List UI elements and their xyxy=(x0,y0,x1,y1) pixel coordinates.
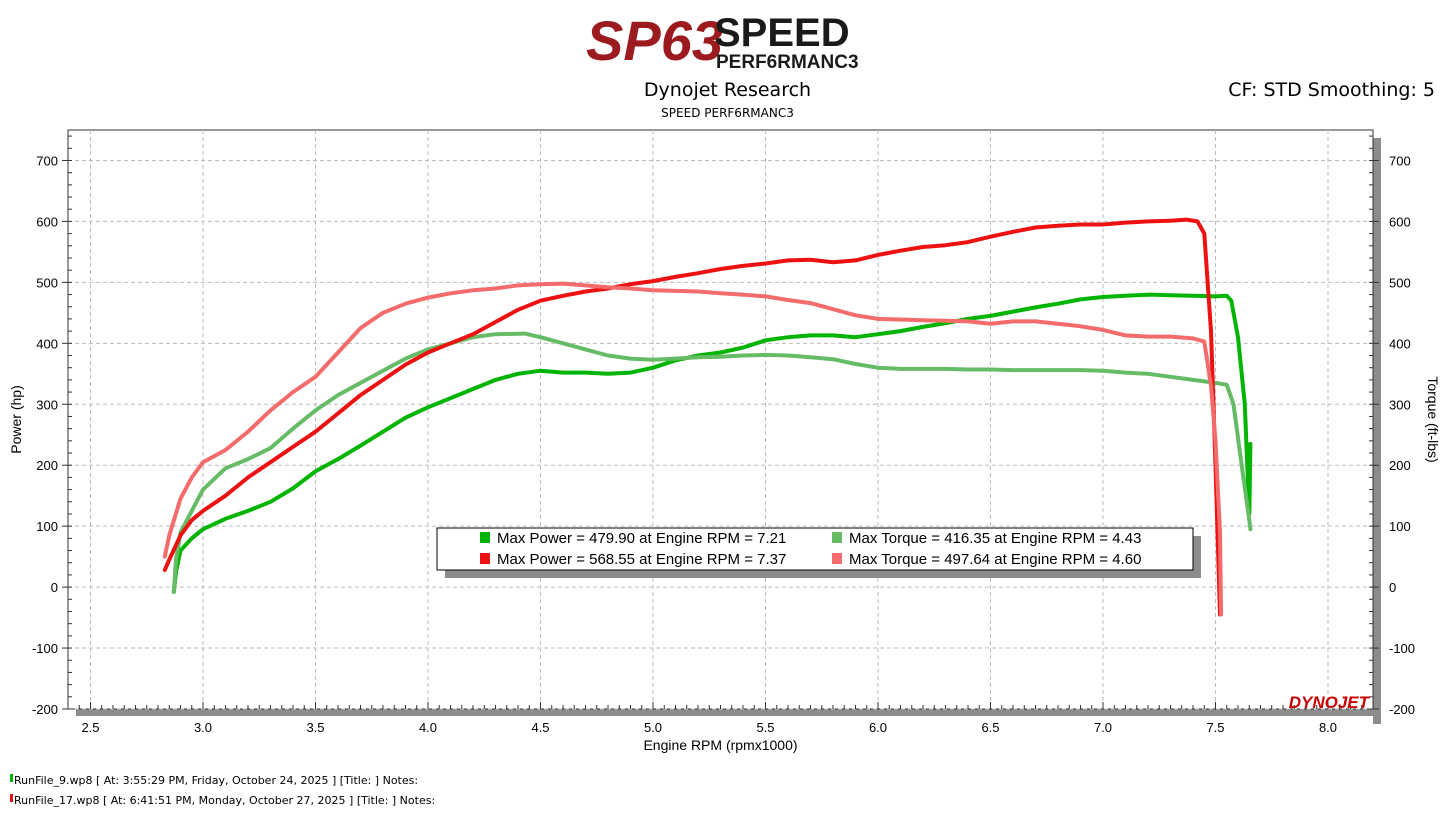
run-file-info: RunFile_9.wp8 [ At: 3:55:29 PM, Friday, … xyxy=(10,774,418,787)
torque-line-run9 xyxy=(171,331,1253,594)
x-tick-label: 8.0 xyxy=(1319,720,1337,735)
x-tick-label: 3.0 xyxy=(194,720,212,735)
x-tick-label: 6.0 xyxy=(869,720,887,735)
y-tick-label-left: 400 xyxy=(36,336,58,351)
y-axis-label-left: Power (hp) xyxy=(8,385,24,453)
y-tick-label-left: 0 xyxy=(51,580,58,595)
legend-swatch xyxy=(480,532,490,543)
legend-swatch xyxy=(480,553,490,564)
power-line-run17 xyxy=(162,217,1224,617)
y-tick-label-left: 300 xyxy=(36,397,58,412)
logo-word-performance: PERF6RMANC3 xyxy=(716,52,859,72)
chart-title: Dynojet Research xyxy=(643,79,812,101)
plot-area xyxy=(67,129,1381,724)
torque-line-run17 xyxy=(162,281,1224,617)
run-file-text: RunFile_9.wp8 [ At: 3:55:29 PM, Friday, … xyxy=(14,774,419,787)
logo-mark: SP63 xyxy=(586,9,723,72)
y-tick-label-right: 200 xyxy=(1389,458,1411,473)
legend-entry: Max Torque = 416.35 at Engine RPM = 4.43 xyxy=(849,530,1141,547)
chart-subtitle: SPEED PERF6RMANC3 xyxy=(661,106,794,120)
run-flag-icon xyxy=(10,794,13,802)
y-tick-label-right: 600 xyxy=(1389,214,1411,229)
y-tick-label-right: 700 xyxy=(1389,153,1411,168)
x-tick-label: 2.5 xyxy=(81,720,99,735)
x-tick-label: 4.0 xyxy=(419,720,437,735)
correction-factor-info: CF: STD Smoothing: 5 xyxy=(1228,79,1435,101)
x-tick-label: 3.5 xyxy=(306,720,324,735)
y-tick-label-left: 700 xyxy=(36,153,58,168)
legend: Max Power = 479.90 at Engine RPM = 7.21 M… xyxy=(436,527,1201,578)
series-lines xyxy=(162,217,1253,617)
x-tick-label: 5.5 xyxy=(756,720,774,735)
run-file-info: RunFile_17.wp8 [ At: 6:41:51 PM, Monday,… xyxy=(10,794,435,807)
x-tick-label: 7.0 xyxy=(1094,720,1112,735)
legend-box xyxy=(436,527,1194,571)
run-file-text: RunFile_17.wp8 [ At: 6:41:51 PM, Monday,… xyxy=(14,794,436,807)
y-tick-label-left: 200 xyxy=(36,458,58,473)
legend-entry: Max Power = 568.55 at Engine RPM = 7.37 xyxy=(497,551,786,568)
power-line-run9 xyxy=(171,292,1253,594)
y-tick-label-right: 300 xyxy=(1389,397,1411,412)
legend-entry: Max Power = 479.90 at Engine RPM = 7.21 xyxy=(497,530,786,547)
y-tick-label-left: 500 xyxy=(36,275,58,290)
y-tick-label-right: 100 xyxy=(1389,519,1411,534)
legend-entry: Max Torque = 497.64 at Engine RPM = 4.60 xyxy=(849,551,1141,568)
y-tick-label-right: 0 xyxy=(1389,580,1396,595)
x-tick-label: 6.5 xyxy=(981,720,999,735)
run-flag-icon xyxy=(10,774,13,782)
y-tick-label-right: 400 xyxy=(1389,336,1411,351)
sp63-speed-performance-logo: SP63 SPEED PERF6RMANC3 xyxy=(586,9,859,72)
y-tick-label-left: 100 xyxy=(36,519,58,534)
plot-shadow-bottom xyxy=(76,709,1381,716)
plot-frame xyxy=(67,129,1374,710)
axes: -200 -200 -100 -100 0 0 100 100 200 200 300 300 400 4… xyxy=(8,135,1441,753)
y-tick-label-right: -200 xyxy=(1389,702,1415,717)
y-tick-label-right: -100 xyxy=(1389,641,1415,656)
y-tick-label-left: -200 xyxy=(32,702,58,717)
y-tick-label-right: 500 xyxy=(1389,275,1411,290)
y-tick-label-left: -100 xyxy=(32,641,58,656)
x-axis-label: Engine RPM (rpmx1000) xyxy=(643,737,797,753)
logo-word-speed: SPEED xyxy=(714,11,850,55)
x-tick-label: 7.5 xyxy=(1206,720,1224,735)
x-tick-label: 5.0 xyxy=(644,720,662,735)
plot-shadow-right xyxy=(1373,138,1381,724)
legend-swatch xyxy=(832,553,842,564)
dynojet-watermark: DYNOJET xyxy=(1289,693,1371,712)
legend-swatch xyxy=(832,532,842,543)
x-tick-label: 4.5 xyxy=(531,720,549,735)
y-tick-label-left: 600 xyxy=(36,214,58,229)
y-axis-label-right: Torque (ft-lbs) xyxy=(1425,376,1441,462)
